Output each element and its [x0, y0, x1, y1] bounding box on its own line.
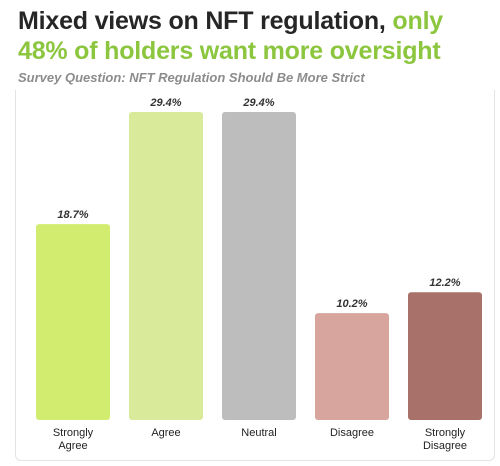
- bar-0: [36, 224, 110, 420]
- category-label-3: Disagree: [330, 427, 374, 439]
- value-label-1: 29.4%: [149, 97, 181, 109]
- bar-1: [129, 112, 203, 420]
- category-label-line: Strongly: [425, 427, 466, 439]
- category-label-line: Agree: [151, 427, 180, 439]
- chart-subtitle: Survey Question: NFT Regulation Should B…: [18, 70, 365, 85]
- title-line-2: 48% of holders want more oversight: [18, 37, 441, 65]
- value-label-4: 12.2%: [429, 277, 460, 289]
- category-label-4: Strongly Disagree: [423, 427, 467, 452]
- category-label-2: Neutral: [241, 427, 276, 439]
- bar-3: [315, 313, 389, 420]
- chart-frame: [15, 90, 495, 461]
- category-label-line: Disagree: [423, 440, 467, 452]
- title-line-1: Mixed views on NFT regulation, only: [18, 6, 494, 36]
- value-label-2: 29.4%: [242, 97, 274, 109]
- category-label-line: Neutral: [241, 427, 276, 439]
- category-label-1: Agree: [151, 427, 180, 439]
- title-line-1-main: Mixed views on NFT regulation,: [18, 7, 386, 35]
- bar-2: [222, 112, 296, 420]
- value-label-3: 10.2%: [336, 298, 367, 310]
- category-label-line: Strongly: [53, 427, 94, 439]
- category-label-line: Agree: [58, 440, 87, 452]
- category-label-0: Strongly Agree: [53, 427, 94, 452]
- value-label-0: 18.7%: [57, 209, 88, 221]
- title-accent: only: [392, 7, 444, 35]
- category-label-line: Disagree: [330, 427, 374, 439]
- chart-title: Mixed views on NFT regulation, only 48% …: [18, 6, 494, 66]
- bar-4: [408, 292, 482, 420]
